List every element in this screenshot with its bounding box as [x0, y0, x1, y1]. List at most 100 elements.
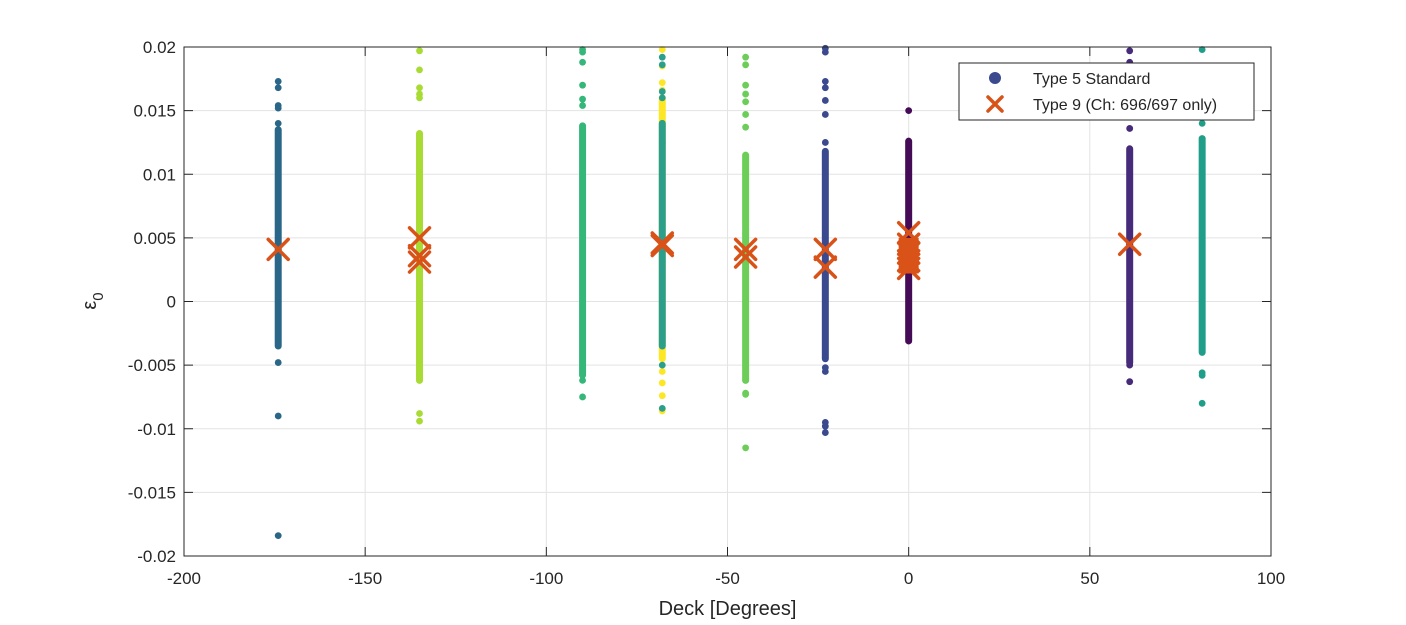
data-point [1126, 378, 1134, 386]
data-point [274, 119, 282, 127]
data-point [416, 410, 423, 417]
data-point [821, 48, 829, 56]
data-point [1126, 125, 1134, 132]
y-axis-subscript: 0 [90, 292, 107, 300]
y-tick-label: -0.02 [137, 547, 176, 566]
data-point [1198, 399, 1206, 407]
data-point [1198, 371, 1206, 379]
data-point [742, 98, 750, 106]
data-point [1198, 46, 1206, 53]
legend-box [958, 62, 1255, 121]
legend-x-symbol [986, 95, 1004, 113]
data-point-x [733, 245, 758, 269]
data-point-x [407, 226, 432, 250]
data-point [742, 90, 750, 98]
data-point-x [1117, 232, 1142, 256]
data-point [658, 53, 666, 61]
data-point [742, 61, 750, 69]
data-point [579, 376, 586, 384]
data-point [821, 368, 829, 375]
data-point [821, 429, 829, 436]
data-point [274, 77, 282, 85]
legend[interactable]: Type 5 Standard Type 9 (Ch: 696/697 only… [958, 62, 1255, 121]
x-tick-label: -200 [167, 569, 201, 588]
data-point [658, 139, 666, 146]
data-point [742, 444, 750, 452]
legend-dot-marker [989, 72, 1001, 84]
data-point [658, 46, 666, 53]
y-tick-label: 0.01 [143, 165, 176, 184]
y-tick-label: 0.005 [133, 229, 176, 248]
legend-entry-type9: Type 9 (Ch: 696/697 only) [1033, 97, 1217, 114]
y-axis-label: ε0 [79, 292, 107, 309]
legend-entry-type5: Type 5 Standard [1033, 71, 1150, 88]
data-point-x [650, 231, 675, 255]
data-point [274, 359, 282, 366]
data-point [658, 88, 666, 95]
legend-x-marker [986, 95, 1004, 113]
data-point [658, 61, 666, 69]
data-point [274, 104, 282, 112]
x-tick-labels: -200 -150 -100 -50 0 50 100 [167, 47, 1285, 588]
data-point [1126, 47, 1134, 55]
y-axis-symbol: ε [79, 301, 101, 310]
data-point [658, 379, 666, 387]
data-point [274, 532, 282, 540]
data-point-x [266, 237, 290, 262]
data-point [742, 390, 750, 398]
x-tick-label: -50 [715, 569, 740, 588]
data-point [658, 100, 666, 108]
data-point [416, 66, 423, 74]
data-point-x [813, 237, 838, 262]
type9-markers [266, 221, 1142, 281]
y-tick-label: -0.005 [128, 356, 176, 375]
data-point [579, 81, 586, 89]
data-point [1126, 361, 1134, 369]
y-tick-label: 0.015 [133, 102, 176, 121]
data-point [658, 404, 666, 412]
data-point [658, 368, 666, 375]
y-tick-label: -0.015 [128, 483, 176, 502]
data-point [821, 422, 829, 430]
data-point [658, 79, 666, 87]
y-tick-label: 0.02 [143, 38, 176, 57]
y-tick-label: 0 [167, 293, 176, 312]
data-point [742, 81, 750, 89]
data-point [579, 102, 586, 109]
y-tick-labels: -0.02 -0.015 -0.01 -0.005 0 0.005 0.01 0.015 0.0… [128, 38, 1271, 566]
data-point [905, 107, 913, 115]
data-point [416, 84, 423, 92]
data-point [658, 361, 666, 369]
data-point [821, 111, 829, 118]
data-point-x [407, 250, 432, 274]
data-point-x [813, 255, 838, 279]
data-point [579, 95, 586, 103]
data-point [821, 97, 829, 104]
data-point [579, 393, 586, 401]
data-point [274, 84, 282, 92]
data-point-x [733, 237, 758, 262]
data-point [274, 412, 282, 420]
data-point [416, 47, 423, 55]
data-point [658, 392, 666, 400]
x-tick-label: 100 [1257, 569, 1285, 588]
x-tick-label: -150 [348, 569, 382, 588]
x-axis-label: Deck [Degrees] [659, 598, 797, 620]
data-point [742, 53, 750, 61]
x-tick-label: 50 [1080, 569, 1099, 588]
data-point [742, 111, 750, 118]
data-point-x [650, 233, 675, 258]
data-point [658, 94, 666, 102]
data-point [1198, 119, 1206, 127]
data-point-cluster [898, 237, 919, 274]
x-tick-label: 0 [904, 569, 913, 588]
data-point [821, 77, 829, 85]
data-point [416, 94, 423, 102]
data-point [579, 48, 586, 56]
data-point [579, 58, 586, 66]
x-tick-label: -100 [529, 569, 563, 588]
data-point-x [407, 243, 432, 268]
data-point [821, 139, 829, 146]
data-point [742, 123, 750, 131]
